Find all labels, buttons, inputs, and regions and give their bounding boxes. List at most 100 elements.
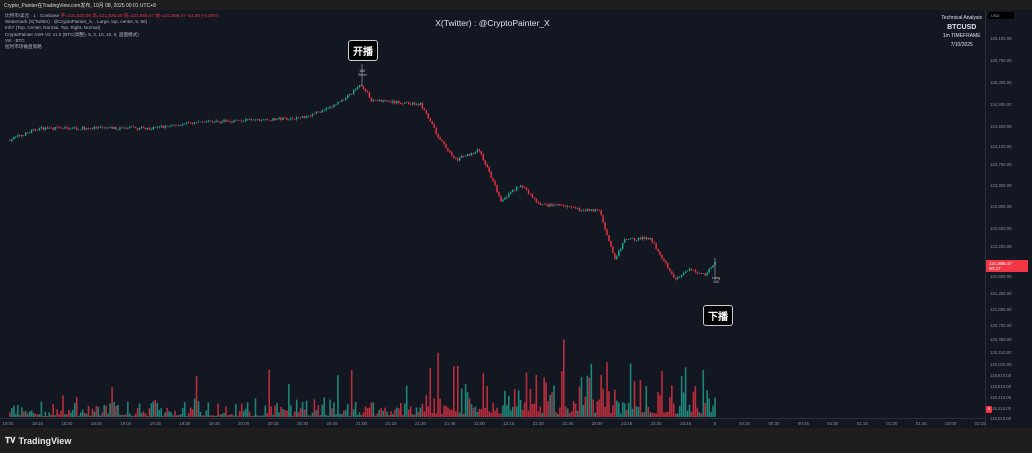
volume-bar: [109, 403, 111, 417]
candle-body: [54, 126, 56, 130]
time-tick: 23:45: [680, 421, 692, 426]
candle-body: [66, 127, 68, 129]
volume-bar: [466, 392, 469, 417]
price-tick: 124,100.00: [990, 144, 1012, 149]
currency-label[interactable]: USD: [988, 12, 1014, 19]
volume-bar: [254, 398, 257, 417]
volume-bar: [85, 413, 88, 417]
volume-bar: [244, 408, 247, 417]
volume-bar: [559, 407, 561, 417]
price-tick: 122,500.00: [990, 226, 1012, 231]
candle-body: [109, 127, 111, 128]
candle-body: [323, 110, 325, 111]
chart-area[interactable]: [0, 10, 1032, 428]
time-tick: 18:15: [31, 421, 43, 426]
volume-bar: [242, 410, 245, 417]
price-tick: 120,010.00: [990, 362, 1012, 367]
volume-bar: [413, 414, 416, 417]
volume-bar: [651, 412, 653, 417]
candle-body: [468, 154, 471, 156]
volume-bar: [476, 411, 479, 417]
candle-body: [254, 119, 257, 121]
candle-body: [91, 128, 94, 130]
alert-badge[interactable]: 5: [986, 406, 992, 413]
volume-bar: [447, 407, 449, 417]
candle-body: [138, 128, 141, 130]
candle-body: [209, 120, 211, 122]
candle-body: [667, 263, 669, 269]
candle-body: [647, 237, 649, 240]
candlestick-chart[interactable]: [0, 10, 985, 418]
volume-bar: [631, 408, 634, 417]
volume-bar: [376, 413, 379, 417]
candle-body: [70, 128, 72, 130]
volume-bar: [130, 415, 133, 417]
candle-body: [140, 126, 143, 129]
tradingview-logo[interactable]: 𝐓𝐕 TradingView: [5, 436, 71, 446]
time-tick: 22:45: [562, 421, 574, 426]
candle-body: [602, 215, 604, 223]
indicator-strategy[interactable]: 招时市场做盘策略: [5, 44, 42, 50]
candle-body: [134, 127, 137, 129]
volume-bar: [180, 414, 182, 417]
time-tick: 20:30: [297, 421, 309, 426]
volume-bar: [665, 412, 667, 417]
indicator-volume[interactable]: Vol · BTC: [5, 37, 25, 43]
candle-body: [345, 98, 347, 100]
indicator-asr-vc[interactable]: CryptoPainter ASR-VC v1.5 (BTC(调整), 5, 2…: [5, 31, 139, 37]
candle-body: [219, 121, 221, 123]
volume-bar: [201, 415, 204, 417]
volume-bar: [299, 408, 302, 417]
volume-bar: [511, 406, 514, 417]
candle-body: [549, 204, 551, 207]
volume-bar: [523, 402, 526, 417]
volume-bar: [278, 412, 280, 417]
candle-body: [97, 127, 100, 129]
candle-body: [580, 210, 583, 212]
watermark: X(Twitter) : @CryptoPainter_X: [435, 18, 550, 28]
start-stream-label: 开播: [348, 40, 378, 61]
volume-bar: [678, 405, 681, 417]
volume-bar: [378, 409, 380, 417]
candle-body: [50, 127, 52, 129]
volume-bar: [34, 413, 37, 417]
candle-body: [696, 272, 699, 274]
candle-body: [645, 237, 647, 240]
volume-bar: [539, 406, 542, 417]
volume-bar: [75, 396, 78, 417]
volume-bar: [472, 407, 475, 417]
volume-bar: [574, 403, 577, 417]
volume-bar: [252, 415, 255, 417]
volume-bar: [635, 406, 638, 417]
candle-body: [622, 242, 624, 249]
price-axis[interactable]: 126,100.00 125,700.00 125,300.00 124,900.00…: [985, 10, 1032, 428]
volume-bar: [91, 408, 94, 417]
volume-bar: [578, 386, 581, 417]
volume-bar: [390, 411, 392, 417]
indicator-watermark[interactable]: Watermark (X(Twitter) : @CryptoPainter_X…: [5, 19, 148, 25]
volume-bar: [44, 411, 47, 417]
candle-body: [193, 122, 196, 124]
candle-body: [341, 99, 343, 102]
volume-bar: [50, 414, 53, 417]
time-tick: 21:45: [444, 421, 456, 426]
indicator-info[interactable]: Info* (Top, Center, Normal, Top, Right, …: [5, 25, 101, 31]
volume-bar: [64, 414, 66, 417]
volume-bar: [225, 406, 227, 417]
volume-bar: [509, 410, 512, 417]
candle-body: [21, 135, 23, 137]
volume-bar: [494, 410, 496, 417]
volume-bar: [704, 402, 707, 417]
volume-bar: [236, 415, 239, 417]
candle-body: [502, 199, 504, 202]
volume-bar: [38, 414, 41, 417]
time-axis[interactable]: 18:00 18:15 18:30 18:45 19:00 19:15 19:30 19:45…: [0, 418, 986, 428]
candle-body: [182, 123, 184, 126]
volume-bar: [564, 406, 567, 417]
time-tick: 19:30: [179, 421, 191, 426]
candle-body: [588, 208, 591, 211]
volume-bar: [18, 414, 21, 417]
volume-bar: [643, 411, 646, 417]
info-symbol: BTCUSD: [947, 24, 977, 31]
legend-symbol[interactable]: 比特币/美元 · 1 · Coinbase: [5, 13, 60, 18]
